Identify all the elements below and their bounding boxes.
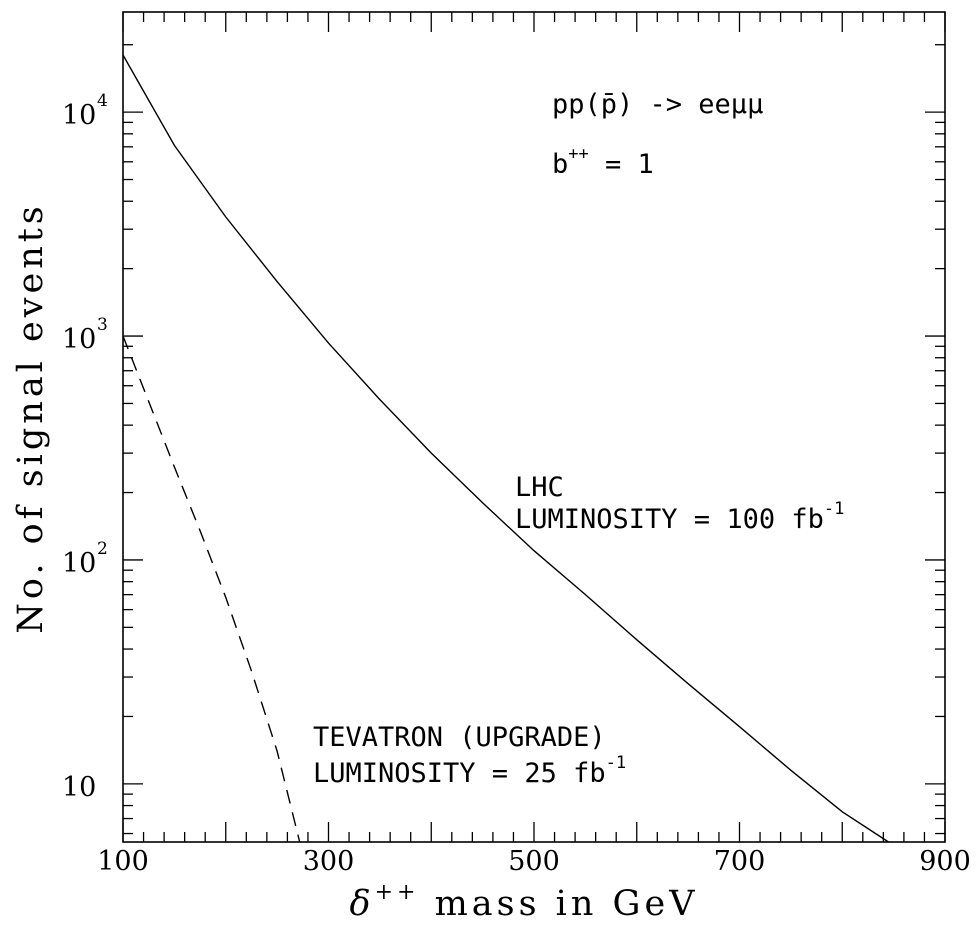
coupling-superscript: ++ [568, 144, 588, 164]
plot-frame [122, 11, 946, 843]
x-tick-label: 900 [919, 846, 971, 877]
y-tick-exponent: 2 [97, 539, 108, 559]
dashed-series-line [122, 335, 301, 843]
x-tick-label: 500 [508, 846, 560, 877]
y-tick-exponent: 3 [97, 315, 108, 335]
y-tick-base: 10 [62, 548, 96, 579]
y-tick-exponent: 4 [97, 91, 108, 111]
x-axis-symbol: δ [350, 884, 375, 924]
x-axis-title-rest: mass in GeV [419, 884, 698, 924]
coupling-value: = 1 [589, 149, 654, 180]
x-tick-label: 300 [303, 846, 355, 877]
solid-series-line [122, 54, 889, 843]
y-axis-title: No. of signal events [11, 202, 51, 634]
tevatron-luminosity-exponent: -1 [606, 753, 626, 773]
y-tick-label: 10 4 [62, 91, 108, 131]
tevatron-label: TEVATRON (UPGRADE) [313, 722, 606, 753]
x-tick-label: 700 [714, 846, 766, 877]
tevatron-luminosity-text: LUMINOSITY = 25 fb [313, 758, 606, 789]
y-tick-base: 10 [62, 324, 96, 355]
y-tick-label: 10 2 [62, 539, 108, 579]
lhc-luminosity: LUMINOSITY = 100 fb-1 [515, 499, 844, 535]
x-axis-superscript: ++ [375, 880, 420, 905]
x-tick-labels: 100 300 500 700 900 [97, 846, 971, 877]
lhc-luminosity-exponent: -1 [824, 499, 844, 519]
process-annotation: pp(p̄) -> eeμμ [552, 89, 763, 120]
tevatron-luminosity: LUMINOSITY = 25 fb-1 [313, 753, 626, 789]
y-tick-base: 10 [62, 100, 96, 131]
x-tick-label: 100 [97, 846, 149, 877]
lhc-label: LHC [515, 472, 564, 503]
coupling-base: b [552, 149, 568, 180]
axis-ticks [122, 12, 946, 842]
coupling-annotation: b++ = 1 [552, 144, 654, 180]
y-tick-label: 10 [62, 772, 96, 803]
lhc-luminosity-text: LUMINOSITY = 100 fb [515, 504, 824, 535]
y-tick-label: 10 3 [62, 315, 108, 355]
x-axis-title: δ++ mass in GeV [350, 880, 699, 924]
series-layer [122, 54, 889, 843]
y-tick-base: 10 [62, 772, 96, 803]
